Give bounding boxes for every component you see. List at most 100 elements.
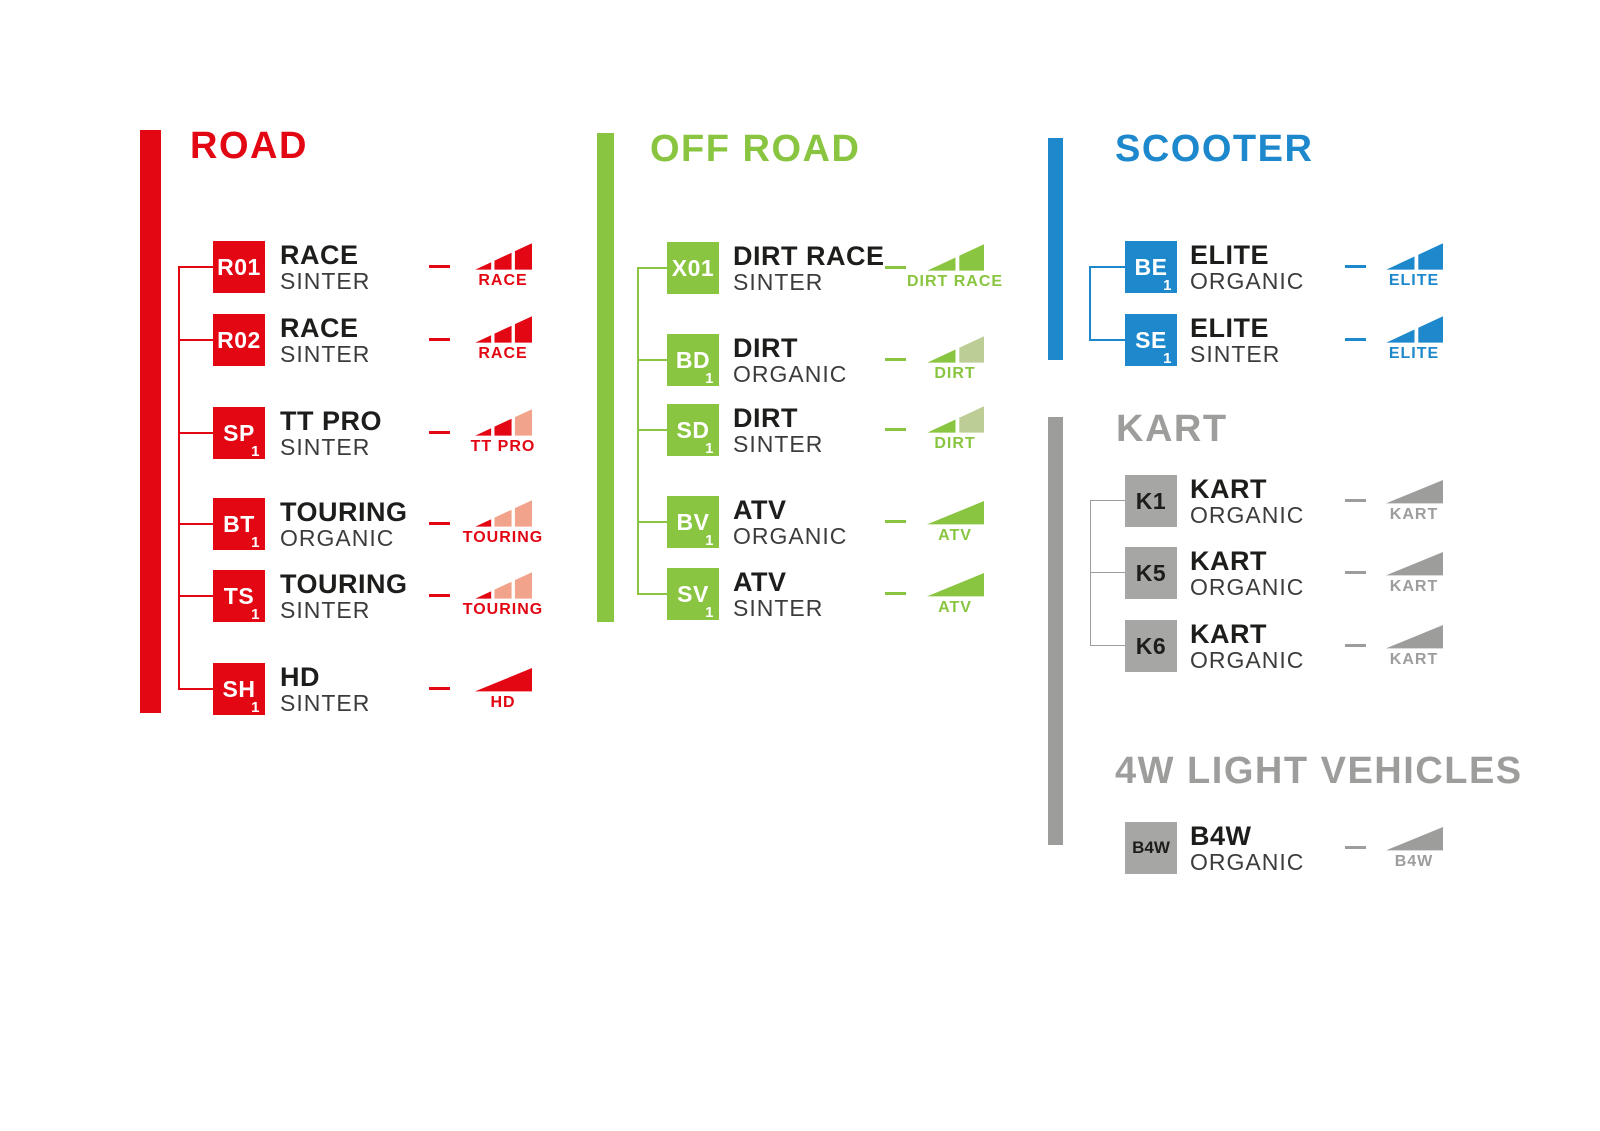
product-title: DIRT RACE (733, 241, 885, 271)
product-compound: SINTER (280, 690, 371, 716)
product-code: SE (1135, 326, 1167, 353)
product-code: R01 (217, 253, 261, 280)
product-labels: DIRT SINTER (733, 404, 823, 457)
product-code-badge: BT 1 (213, 498, 265, 550)
dash-connector (429, 522, 450, 525)
product-code-badge: SD 1 (667, 404, 719, 456)
performance-icon-block: ATV (890, 570, 1020, 616)
road-tree-line (178, 339, 214, 341)
performance-icon-label: DIRT RACE (906, 273, 1004, 290)
product-code: X01 (671, 254, 715, 281)
product-code-subscript: 1 (251, 699, 260, 716)
scooter-tree-line (1089, 266, 1126, 268)
performance-icon-label: ELITE (1388, 345, 1440, 362)
product-code-subscript: 1 (251, 606, 260, 623)
product-title: B4W (1190, 821, 1252, 851)
product-code-badge: B4W (1125, 822, 1177, 874)
product-code-badge: X01 (667, 242, 719, 294)
product-code: K6 (1135, 632, 1167, 659)
offroad-tree-line (637, 267, 668, 269)
product-code-badge: SE 1 (1125, 314, 1177, 366)
product-compound: SINTER (1190, 341, 1281, 367)
product-title: TOURING (280, 569, 408, 599)
product-labels: DIRT ORGANIC (733, 334, 847, 387)
dash-connector (429, 687, 450, 690)
dash-connector (885, 428, 906, 431)
product-code-badge: K5 (1125, 547, 1177, 599)
offroad-tree-line (637, 521, 668, 523)
road-section-title: ROAD (190, 125, 308, 167)
product-title: KART (1190, 619, 1267, 649)
product-row: SE 1 ELITE SINTER ELITE (0, 313, 1600, 367)
performance-icon-block: RACE (438, 243, 568, 289)
product-compound: ORGANIC (1190, 574, 1305, 600)
product-labels: TOURING ORGANIC (280, 498, 408, 551)
product-compound: ORGANIC (733, 361, 848, 387)
performance-icon-block: ELITE (1349, 316, 1479, 362)
product-compound: ORGANIC (1190, 268, 1305, 294)
product-labels: DIRT RACE SINTER (733, 242, 885, 295)
product-row: K1 KART ORGANIC KART (0, 474, 1600, 528)
product-labels: RACE SINTER (280, 314, 370, 367)
product-code-badge: BE 1 (1125, 241, 1177, 293)
product-title: ATV (733, 495, 787, 525)
product-code-badge: SV 1 (667, 568, 719, 620)
product-compound: SINTER (280, 341, 371, 367)
product-title: KART (1190, 474, 1267, 504)
product-code: BT (223, 510, 255, 537)
offroad-tree-line (637, 429, 668, 431)
road-tree-line (178, 432, 214, 434)
product-code: K5 (1135, 559, 1167, 586)
dash-connector (429, 338, 450, 341)
product-compound: SINTER (733, 595, 824, 621)
dash-connector (429, 594, 450, 597)
performance-icon-label: B4W (1394, 853, 1434, 870)
road-tree-line (178, 523, 214, 525)
product-code-badge: BV 1 (667, 496, 719, 548)
product-row: SV 1 ATV SINTER ATV (0, 567, 1600, 621)
product-code: TS (223, 582, 255, 609)
scooter-section-title: SCOOTER (1115, 128, 1314, 170)
performance-icon-block: TT PRO (438, 409, 568, 455)
product-code-subscript: 1 (1163, 277, 1172, 294)
road-tree-line (178, 266, 180, 690)
product-code-badge: SP 1 (213, 407, 265, 459)
product-title: ATV (733, 567, 787, 597)
product-code-badge: K6 (1125, 620, 1177, 672)
product-title: RACE (280, 240, 359, 270)
product-compound: SINTER (280, 268, 371, 294)
kart-tree-line (1090, 572, 1126, 573)
performance-icon-label: DIRT (934, 435, 976, 452)
product-code: B4W (1132, 838, 1170, 857)
performance-icon-block: KART (1349, 477, 1479, 523)
performance-icon-block: TOURING (438, 500, 568, 546)
scooter-tree-line (1089, 266, 1091, 341)
road-section-bar (140, 130, 161, 713)
product-title: DIRT (733, 333, 798, 363)
performance-icon-label: ELITE (1388, 272, 1440, 289)
product-labels: TOURING SINTER (280, 570, 408, 623)
product-code-badge: BD 1 (667, 334, 719, 386)
product-labels: ATV SINTER (733, 568, 823, 621)
product-labels: RACE SINTER (280, 241, 370, 294)
dash-connector (429, 431, 450, 434)
performance-icon-block: DIRT (890, 406, 1020, 452)
performance-icon-label: DIRT (934, 365, 976, 382)
product-title: TT PRO (280, 406, 382, 436)
performance-icon-label: KART (1389, 651, 1439, 668)
dash-connector (885, 520, 906, 523)
product-row: K5 KART ORGANIC KART (0, 546, 1600, 600)
product-code-badge: K1 (1125, 475, 1177, 527)
product-title: HD (280, 662, 320, 692)
product-row: B4W B4W ORGANIC B4W (0, 821, 1600, 875)
product-row: SD 1 DIRT SINTER DIRT (0, 403, 1600, 457)
product-row: R01 RACE SINTER RACE (0, 240, 1600, 294)
product-row: SH 1 HD SINTER HD (0, 662, 1600, 716)
performance-icon-block: DIRT RACE (890, 244, 1020, 290)
product-code-badge: TS 1 (213, 570, 265, 622)
product-labels: TT PRO SINTER (280, 407, 382, 460)
performance-triangle-icon (1386, 622, 1443, 649)
performance-icon-block: KART (1349, 549, 1479, 595)
road-tree-line (178, 688, 214, 690)
performance-icon-block: KART (1349, 622, 1479, 668)
